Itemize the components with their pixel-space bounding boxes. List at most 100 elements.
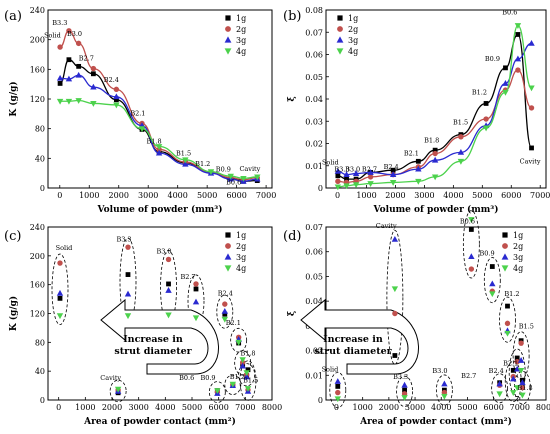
x-tick-label: 2000 [109,191,129,200]
point-annotation: B3.3 [116,235,131,243]
x-tick-label: 4000 [168,191,188,200]
series-4g [56,312,252,395]
point-annotation: B1.2 [195,160,210,168]
data-point-3g [243,373,250,380]
legend-marker-3g [501,253,509,260]
x-tick-label: 6000 [501,191,521,200]
data-point-4g [334,396,341,403]
panel-label: (c) [4,229,21,244]
data-point-4g [482,125,490,132]
data-point-1g [66,57,72,63]
y-tick-label: 0 [318,396,323,405]
data-point-3g [468,253,475,260]
data-point-2g [458,134,464,140]
x-tick-label: 4000 [155,403,175,412]
point-annotation: B2.7 [180,273,195,281]
series-4g [56,98,261,182]
x-tick-label: 2000 [102,403,122,412]
cluster-ellipse [329,372,347,409]
data-point-3g [528,39,535,46]
arrow-shape [300,298,419,375]
cluster-ellipse [239,360,257,401]
data-point-1g [90,71,96,77]
data-point-2g [468,266,475,272]
arrow-text-line-1: Increase in [123,334,183,345]
data-point-3g [415,165,422,172]
legend-label-3g: 3g [513,253,523,262]
data-point-4g [389,180,397,186]
cluster-ellipse [187,274,205,328]
point-annotation: B0.9 [480,249,495,257]
point-annotation: B2.1 [503,359,518,367]
legend-marker-1g [225,232,231,238]
y-tick-label: 160 [30,65,45,74]
x-axis-label: Area of powder contact (mm²) [359,416,512,427]
data-point-4g [352,182,360,189]
cluster-ellipse [514,370,531,405]
data-point-1g [489,264,495,269]
x-axis-label: Volume of powder (mm³) [373,204,499,215]
series-4g [334,23,535,191]
legend-marker-1g [337,15,343,21]
data-point-2g [90,65,97,72]
data-point-2g [515,67,521,73]
y-axis-label: K (g/g) [8,296,19,331]
legend: 1g 2g 3g 4g [224,14,246,56]
y-tick-label: 80 [35,338,45,347]
point-annotation: B3.0 [432,367,447,375]
data-point-3g [513,365,521,372]
data-point-4g [214,388,221,395]
x-tick-label: 7000 [235,403,255,412]
cluster-ellipse [508,348,526,398]
data-point-2g [57,44,63,50]
data-point-1g [166,281,171,287]
point-annotation: Cavity [100,374,121,382]
data-point-3g [517,357,525,363]
x-tick-label: 1000 [352,403,372,412]
series-3g [56,71,261,184]
point-annotation: Cavity [520,158,541,166]
data-point-4g [401,395,408,401]
x-tick-label: 2000 [385,191,405,200]
y-tick-label: 120 [30,310,45,319]
data-point-1g [468,227,474,232]
arrow-shape [100,298,219,375]
x-tick-label: 2000 [379,403,399,412]
data-point-4g [254,174,261,181]
data-point-4g [235,339,242,346]
data-point-3g [514,55,522,62]
point-annotation: B1.2 [472,89,487,97]
legend-marker-2g [502,243,508,249]
data-point-3g [457,149,465,155]
legend-label-3g: 3g [236,253,246,262]
cluster-ellipse [208,381,226,403]
data-point-4g [519,392,526,399]
point-annotation: B2.7 [461,372,476,380]
legend-label-1g: 1g [348,14,358,23]
series-2g [335,266,526,397]
data-point-4g [56,98,64,105]
chart-c: (c) 0 1000 2000 3000 4000 5000 6000 7000 8000 0 40 8… [4,223,282,427]
cluster-ellipse [499,296,516,343]
point-annotation: B0.6 [226,178,241,186]
series-3g [56,287,252,396]
legend-marker-2g [225,26,231,32]
series-3g [334,39,535,178]
point-annotation: Solid [56,244,73,252]
data-point-2g [483,116,489,122]
data-point-4g [528,85,535,92]
y-tick-label: 0.07 [305,28,323,37]
data-point-1g [415,158,421,164]
data-point-4g [75,98,82,104]
point-annotation: B1.8 [424,136,439,144]
x-tick-label: 5000 [182,403,202,412]
y-tick-label: 160 [30,281,45,290]
data-point-4g [489,291,496,298]
legend-label-2g: 2g [513,242,523,251]
data-point-3g [367,169,374,175]
data-point-2g [75,40,82,47]
legend-marker-3g [224,253,232,260]
point-annotation: B1.2 [230,373,245,381]
point-annotation: B2.4 [104,76,119,84]
